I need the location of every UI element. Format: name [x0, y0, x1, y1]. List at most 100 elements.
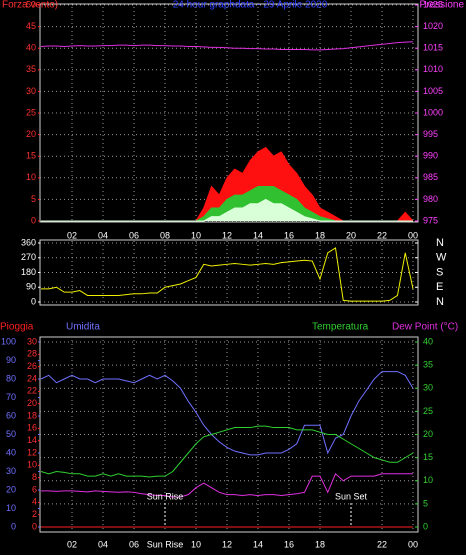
y-tick-label: 360 [21, 237, 36, 247]
y-tick-label: 28 [27, 349, 37, 359]
y2-tick-label: 995 [423, 129, 438, 139]
x-tick-label: 22 [377, 230, 387, 240]
x-tick-label: 16 [284, 230, 294, 240]
y-tick-label: 180 [21, 267, 36, 277]
y-axis-title: Forza vento) [2, 0, 58, 11]
y-tick-label: 5 [31, 194, 36, 204]
y-tick-label: 30 [27, 336, 37, 346]
y-tick-label: 30 [26, 86, 36, 96]
y2-tick-label: 10 [423, 475, 433, 485]
y2-tick-label: 0 [423, 521, 428, 531]
y2-tick-label: W [436, 252, 447, 264]
y-tick-label: 35 [26, 64, 36, 74]
y-tick-label: 50 [26, 0, 36, 9]
y-tick-label: 0 [31, 215, 36, 225]
y3-tick-label: 50 [6, 429, 16, 439]
y3-tick-label: 0 [11, 521, 16, 531]
y-tick-label: 4 [32, 497, 37, 507]
x-tick-label: 14 [253, 539, 263, 549]
x-tick-label: 08 [160, 230, 170, 240]
x-tick-label: 14 [253, 230, 263, 240]
y2-tick-label: 30 [423, 383, 433, 393]
y-tick-label: 25 [26, 107, 36, 117]
y-tick-label: 2 [32, 509, 37, 519]
y2-tick-label: 1010 [423, 64, 443, 74]
y2-tick-label: 1000 [423, 107, 443, 117]
y2-tick-label: N [436, 237, 444, 249]
y3-tick-label: 30 [6, 466, 16, 476]
line [40, 41, 414, 51]
y-tick-label: 14 [27, 435, 37, 445]
y2-tick-label: 15 [423, 452, 433, 462]
y-tick-label: 270 [21, 252, 36, 262]
y-tick-label: 26 [27, 361, 37, 371]
x-tick-label: 20 [346, 230, 356, 240]
x-tick-label: 18 [315, 230, 325, 240]
y-tick-label: 10 [27, 460, 37, 470]
annotation: Sun Rise [147, 491, 184, 501]
y-tick-label: 40 [26, 43, 36, 53]
y2-axis-title: Pressione [420, 0, 465, 11]
y-tick-label: 10 [26, 172, 36, 182]
y3-tick-label: 60 [6, 410, 16, 420]
y-tick-label: 6 [32, 484, 37, 494]
legend-label: Pioggia [0, 322, 34, 333]
y-tick-label: 8 [32, 472, 37, 482]
legend-label: Temperatura [312, 322, 369, 333]
legend-label: Dew Point (°C) [392, 322, 458, 333]
y3-tick-label: 10 [6, 503, 16, 513]
x-tick-label: 16 [284, 539, 294, 549]
y2-tick-label: 40 [423, 336, 433, 346]
y-tick-label: 20 [27, 398, 37, 408]
y-tick-label: 12 [27, 447, 37, 457]
x-tick-label: 10 [191, 230, 201, 240]
line [40, 371, 414, 456]
y-tick-label: 0 [31, 296, 36, 306]
y2-tick-label: 990 [423, 151, 438, 161]
line [40, 425, 414, 478]
x-tick-label: 12 [222, 539, 232, 549]
y2-tick-label: 25 [423, 406, 433, 416]
y2-tick-label: 975 [423, 215, 438, 225]
x-tick-label: 02 [67, 539, 77, 549]
y-tick-label: 18 [27, 410, 37, 420]
x-tick-label: 10 [191, 539, 201, 549]
y-tick-label: 15 [26, 151, 36, 161]
y3-tick-label: 20 [6, 484, 16, 494]
x-tick-label: 00 [408, 230, 418, 240]
y-tick-label: 0 [32, 521, 37, 531]
x-tick-label: 06 [129, 230, 139, 240]
x-tick-label: 04 [98, 539, 108, 549]
area [41, 198, 413, 222]
y3-tick-label: 90 [6, 355, 16, 365]
y-tick-label: 90 [26, 282, 36, 292]
y2-tick-label: 20 [423, 429, 433, 439]
y-tick-label: 16 [27, 423, 37, 433]
y-tick-label: 20 [26, 129, 36, 139]
y2-tick-label: 1025 [423, 0, 443, 9]
x-tick-label: 04 [98, 230, 108, 240]
x-tick-label: Sun Rise [147, 539, 184, 549]
x-tick-label: 00 [408, 539, 418, 549]
y3-tick-label: 80 [6, 373, 16, 383]
y2-tick-label: S [436, 266, 443, 278]
x-tick-label: 02 [67, 230, 77, 240]
y2-tick-label: 1020 [423, 21, 443, 31]
annotation: Sun Set [335, 491, 368, 501]
y3-tick-label: 40 [6, 447, 16, 457]
legend-label: Umidita [66, 322, 100, 333]
y-tick-label: 45 [26, 21, 36, 31]
y3-tick-label: 100 [1, 336, 16, 346]
y2-tick-label: 1015 [423, 43, 443, 53]
y2-tick-label: 980 [423, 194, 438, 204]
x-tick-label: 06 [129, 539, 139, 549]
y2-tick-label: N [436, 296, 444, 308]
y2-tick-label: E [436, 281, 443, 293]
y2-tick-label: 5 [423, 498, 428, 508]
x-tick-label: 22 [377, 539, 387, 549]
y2-tick-label: 1005 [423, 86, 443, 96]
y2-tick-label: 35 [423, 360, 433, 370]
y3-tick-label: 70 [6, 392, 16, 402]
line [41, 472, 413, 498]
